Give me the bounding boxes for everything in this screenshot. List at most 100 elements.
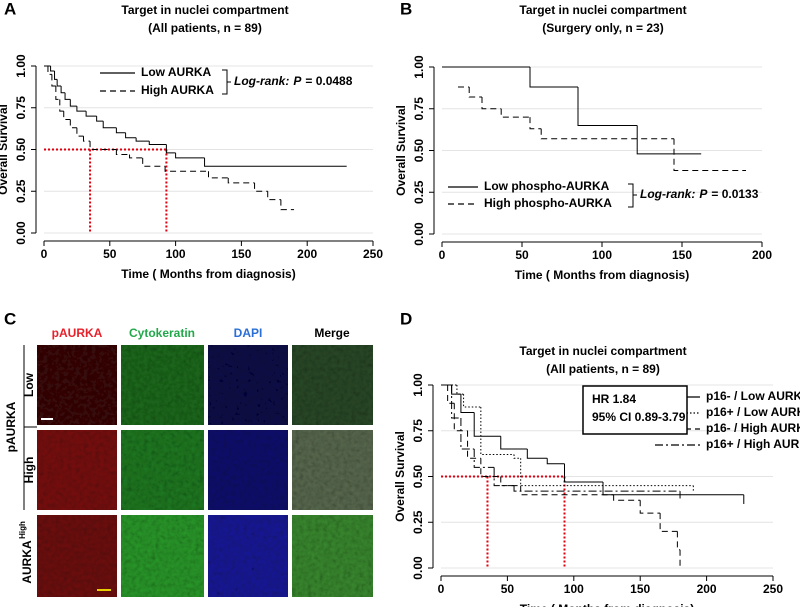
annotation-part: P bbox=[699, 187, 708, 201]
stat-box bbox=[582, 385, 688, 435]
survival-step bbox=[280, 199, 295, 211]
column-header: Cytokeratin bbox=[129, 326, 195, 340]
survival-step bbox=[254, 182, 268, 192]
bracket bbox=[222, 69, 231, 95]
chart-title: (All patients, n = 89) bbox=[148, 21, 262, 35]
legend-label: High AURKA bbox=[141, 83, 214, 97]
x-tick-label: 150 bbox=[231, 247, 251, 261]
survival-step bbox=[480, 458, 501, 477]
x-tick-label: 50 bbox=[103, 247, 117, 261]
annotation-part: = 0.0133 bbox=[711, 187, 758, 201]
x-tick-label: 0 bbox=[439, 248, 446, 262]
annotation-part: Log-rank: bbox=[234, 74, 289, 88]
x-axis-label: Time ( Months from diagnosis) bbox=[520, 602, 694, 607]
y-tick-label: 0.50 bbox=[411, 464, 425, 488]
panel-label: A bbox=[4, 0, 16, 18]
survival-step bbox=[89, 141, 117, 150]
chart-title: Target in nuclei compartment bbox=[121, 3, 288, 17]
chart-title: (All patients, n = 89) bbox=[546, 362, 660, 376]
survival-step bbox=[613, 494, 641, 501]
x-tick-label: 50 bbox=[501, 582, 515, 596]
survival-step bbox=[451, 385, 461, 395]
survival-step bbox=[56, 79, 62, 87]
bracket bbox=[628, 183, 637, 208]
group-label: pAURKA bbox=[4, 401, 18, 452]
row-label: AURKA bbox=[20, 540, 34, 584]
survival-step bbox=[47, 66, 52, 75]
panel-label: D bbox=[400, 309, 412, 328]
survival-step bbox=[164, 166, 209, 172]
survival-step bbox=[85, 111, 97, 117]
y-tick-label: 0.00 bbox=[412, 222, 426, 246]
survival-step bbox=[451, 385, 461, 419]
survival-step bbox=[602, 481, 744, 496]
survival-step bbox=[69, 99, 77, 107]
survival-step bbox=[50, 66, 55, 72]
survival-step bbox=[546, 458, 565, 465]
x-tick-label: 150 bbox=[630, 582, 650, 596]
x-tick-label: 200 bbox=[297, 247, 317, 261]
survival-step bbox=[529, 67, 578, 88]
legend-label: p16- / Low AURKA bbox=[706, 389, 800, 403]
survival-step bbox=[204, 157, 347, 167]
survival-step bbox=[102, 121, 117, 129]
survival-step bbox=[227, 177, 255, 184]
y-axis-label: Overall Survival bbox=[393, 431, 407, 522]
y-tick-label: 0.00 bbox=[411, 556, 425, 580]
legend-label: p16+ / High AURKA bbox=[706, 437, 800, 451]
survival-step bbox=[460, 394, 475, 413]
survival-step bbox=[564, 463, 604, 483]
micrograph bbox=[292, 430, 373, 510]
chart-title: (Surgery only, n = 23) bbox=[542, 21, 663, 35]
survival-step bbox=[115, 149, 130, 156]
micrograph bbox=[37, 345, 117, 425]
survival-step bbox=[115, 127, 126, 134]
x-tick-label: 100 bbox=[166, 247, 186, 261]
micrograph bbox=[121, 430, 204, 510]
x-tick-label: 250 bbox=[763, 582, 783, 596]
annotation-part: = 0.0488 bbox=[305, 74, 352, 88]
micrograph bbox=[292, 345, 373, 425]
x-tick-label: 150 bbox=[672, 248, 692, 262]
survival-step bbox=[513, 485, 681, 492]
x-tick-label: 100 bbox=[592, 248, 612, 262]
stat-text: HR 1.84 bbox=[592, 392, 636, 406]
survival-step bbox=[520, 485, 614, 496]
micrograph bbox=[121, 345, 204, 425]
legend-label: p16+ / Low AURKA bbox=[706, 405, 800, 419]
y-tick-label: 0.75 bbox=[411, 419, 425, 443]
chart-title: Target in nuclei compartment bbox=[519, 344, 686, 358]
survival-step bbox=[460, 417, 475, 450]
survival-step bbox=[76, 106, 87, 112]
survival-step bbox=[165, 144, 176, 154]
y-axis-label: Overall Survival bbox=[0, 104, 10, 195]
survival-step bbox=[500, 476, 521, 487]
y-tick-label: 1.00 bbox=[412, 55, 426, 79]
survival-step bbox=[526, 449, 548, 459]
y-tick-label: 1.00 bbox=[411, 373, 425, 397]
survival-step bbox=[500, 108, 530, 118]
survival-step bbox=[513, 454, 521, 459]
column-header: DAPI bbox=[234, 326, 263, 340]
survival-step bbox=[463, 394, 481, 408]
survival-step bbox=[468, 87, 482, 98]
row-label-superscript: High bbox=[18, 521, 27, 539]
micrograph bbox=[37, 430, 117, 510]
y-tick-label: 0.75 bbox=[412, 97, 426, 121]
stat-text: 95% CI 0.89-3.79 bbox=[592, 410, 686, 424]
survival-step bbox=[540, 128, 674, 140]
legend-label: p16- / High AURKA bbox=[706, 421, 800, 435]
y-axis-label: Overall Survival bbox=[394, 105, 408, 196]
survival-step bbox=[208, 171, 229, 179]
survival-step bbox=[135, 137, 150, 142]
survival-step bbox=[529, 117, 542, 130]
y-tick-label: 0.50 bbox=[14, 137, 28, 161]
x-tick-label: 200 bbox=[697, 582, 717, 596]
survival-step bbox=[55, 86, 60, 100]
micrograph bbox=[208, 345, 288, 425]
legend-label: Low AURKA bbox=[141, 65, 212, 79]
panel-label: B bbox=[400, 0, 412, 18]
legend-label: High phospho-AURKA bbox=[484, 196, 612, 210]
y-tick-label: 0.50 bbox=[412, 138, 426, 162]
